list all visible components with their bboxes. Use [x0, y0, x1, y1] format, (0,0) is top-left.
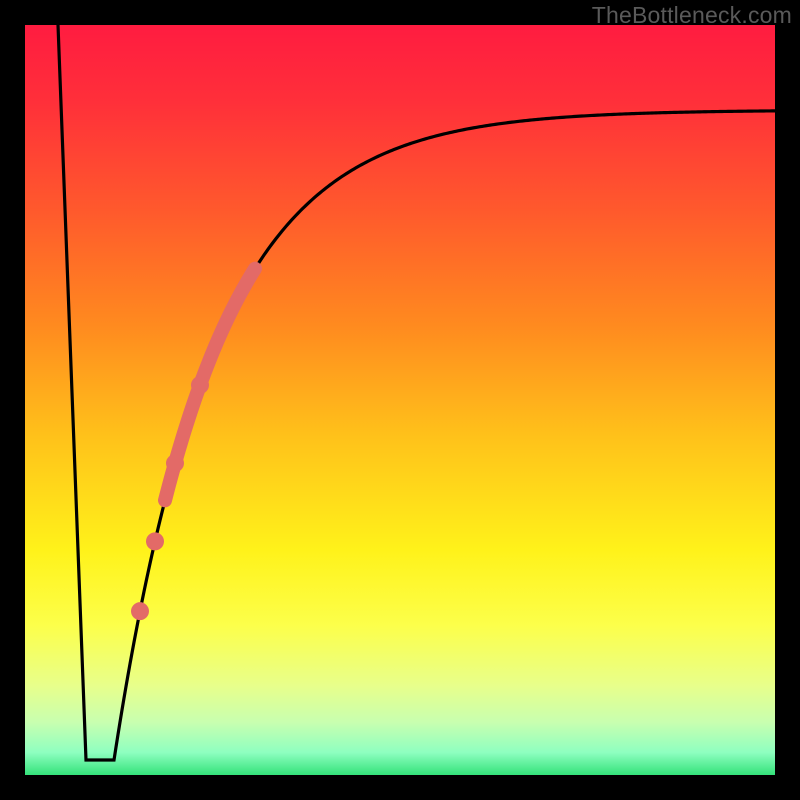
- marker-dot: [131, 602, 149, 620]
- marker-dot: [146, 532, 164, 550]
- gradient-background: [25, 25, 775, 775]
- watermark-text: TheBottleneck.com: [592, 2, 792, 29]
- chart-svg: [0, 0, 800, 800]
- marker-dot: [191, 376, 209, 394]
- chart-root: { "watermark": { "text": "TheBottleneck.…: [0, 0, 800, 800]
- marker-dot: [166, 454, 184, 472]
